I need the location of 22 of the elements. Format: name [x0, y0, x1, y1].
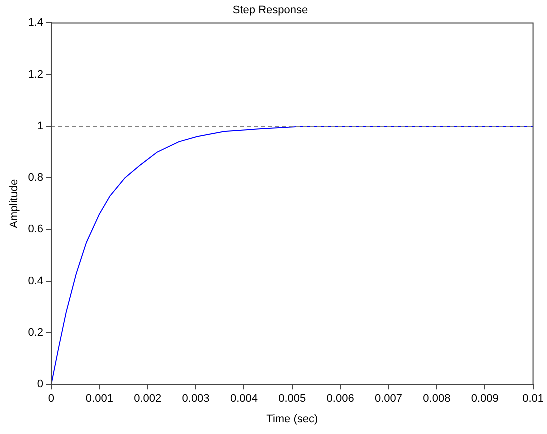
- x-tick-label: 0.007: [374, 393, 403, 406]
- y-tick-label: 0.8: [28, 172, 44, 184]
- y-tick-label: 0.4: [28, 275, 44, 288]
- y-tick-label: 1.4: [28, 17, 44, 30]
- y-tick-label: 0.6: [28, 224, 44, 236]
- y-tick-label: 0.2: [28, 327, 44, 340]
- x-tick-label: 0.004: [230, 393, 258, 406]
- x-tick-label: 0.006: [326, 393, 354, 406]
- x-tick-label: 0: [48, 393, 55, 406]
- x-tick-label: 0.009: [471, 393, 499, 406]
- x-tick-label: 0.003: [182, 393, 210, 406]
- x-tick-label: 0.001: [86, 393, 114, 406]
- x-axis-title: Time (sec): [266, 413, 318, 426]
- chart-title: Step Response: [232, 4, 308, 17]
- y-tick-label: 1.2: [28, 68, 44, 81]
- x-tick-label: 0.01: [522, 393, 544, 406]
- x-tick-label: 0.005: [278, 393, 306, 406]
- x-tick-label: 0.002: [134, 393, 162, 406]
- x-tick-label: 0.008: [423, 393, 451, 406]
- y-axis-title: Amplitude: [8, 179, 21, 228]
- y-tick-label: 1: [37, 120, 44, 132]
- y-tick-label: 0: [37, 378, 44, 391]
